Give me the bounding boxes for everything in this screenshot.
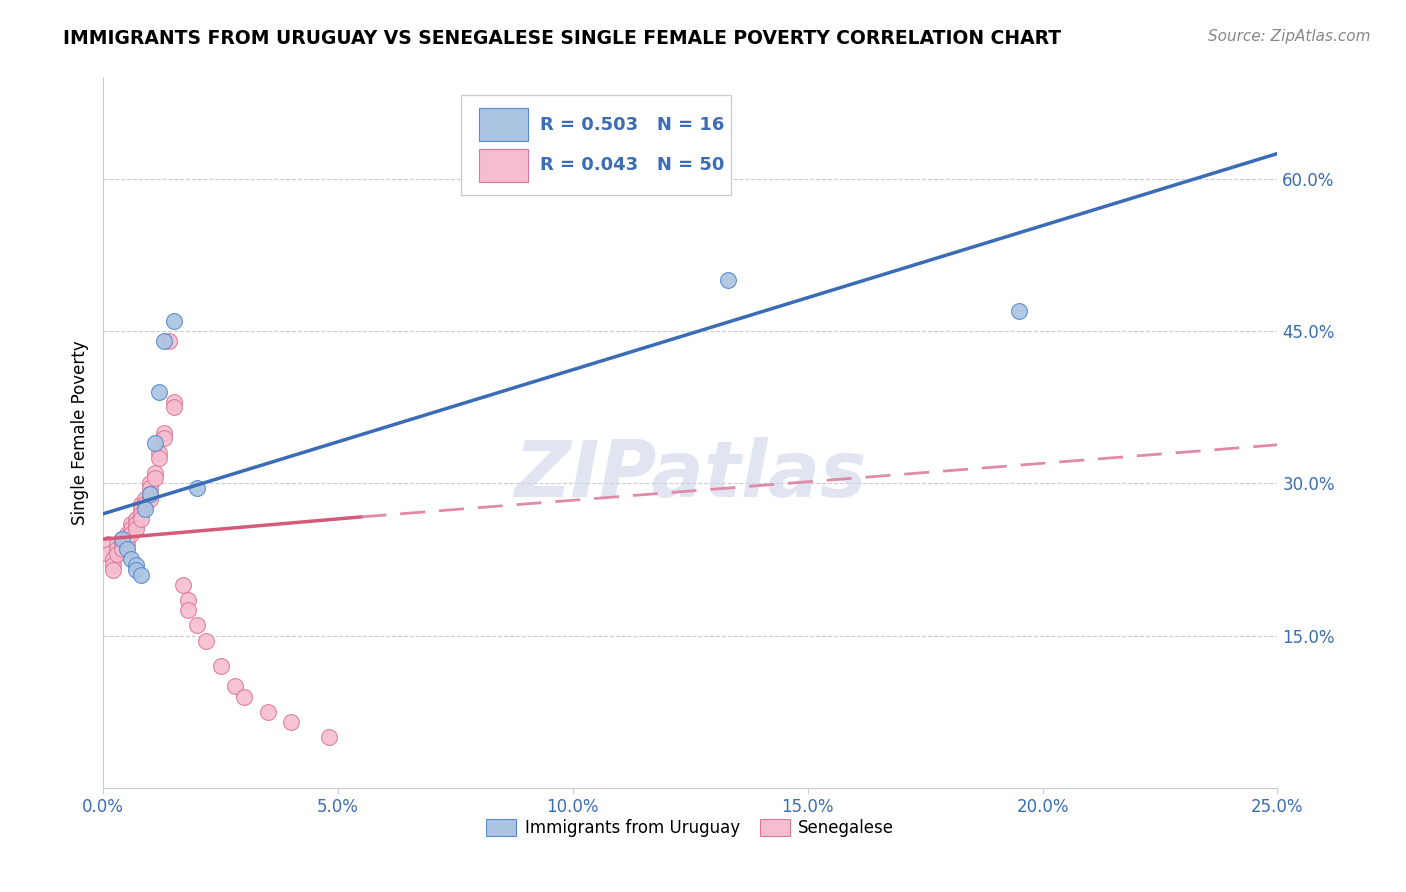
FancyBboxPatch shape <box>479 108 529 141</box>
Legend: Immigrants from Uruguay, Senegalese: Immigrants from Uruguay, Senegalese <box>479 812 901 844</box>
Point <box>115 527 138 541</box>
Point <box>111 542 134 557</box>
Point <box>120 527 142 541</box>
Point <box>111 537 134 551</box>
Point <box>256 705 278 719</box>
Point <box>139 491 162 506</box>
Point <box>125 516 148 531</box>
Point <box>105 537 128 551</box>
Point <box>162 314 184 328</box>
Point <box>148 446 170 460</box>
Point <box>111 532 134 546</box>
Point <box>129 512 152 526</box>
Point <box>120 516 142 531</box>
Point <box>115 532 138 546</box>
Point <box>162 401 184 415</box>
Point <box>172 578 194 592</box>
Point <box>176 593 198 607</box>
Point <box>129 501 152 516</box>
Point <box>129 567 152 582</box>
Point <box>139 476 162 491</box>
Text: Source: ZipAtlas.com: Source: ZipAtlas.com <box>1208 29 1371 45</box>
Point <box>139 486 162 500</box>
Point <box>195 633 218 648</box>
Point <box>105 542 128 557</box>
Point <box>233 690 256 704</box>
Point <box>129 497 152 511</box>
Point <box>134 497 156 511</box>
FancyBboxPatch shape <box>461 95 731 194</box>
Point <box>209 659 232 673</box>
Point <box>125 522 148 536</box>
Y-axis label: Single Female Poverty: Single Female Poverty <box>72 341 89 525</box>
Point <box>153 334 176 349</box>
Point <box>120 552 142 566</box>
Point <box>115 542 138 557</box>
Point <box>134 501 156 516</box>
Point <box>143 467 166 481</box>
Point <box>143 471 166 485</box>
Point <box>162 395 184 409</box>
Point <box>153 431 176 445</box>
Point <box>148 385 170 400</box>
Point <box>97 537 120 551</box>
Point <box>186 618 208 632</box>
Text: IMMIGRANTS FROM URUGUAY VS SENEGALESE SINGLE FEMALE POVERTY CORRELATION CHART: IMMIGRANTS FROM URUGUAY VS SENEGALESE SI… <box>63 29 1062 48</box>
Text: R = 0.503   N = 16: R = 0.503 N = 16 <box>540 116 724 134</box>
Point <box>148 450 170 465</box>
Text: ZIPatlas: ZIPatlas <box>515 437 866 513</box>
Point <box>224 679 246 693</box>
Point <box>717 273 740 287</box>
Point <box>125 512 148 526</box>
Point <box>139 482 162 496</box>
Point <box>143 435 166 450</box>
Point <box>1008 303 1031 318</box>
Point <box>101 563 124 577</box>
Point <box>101 552 124 566</box>
FancyBboxPatch shape <box>479 149 529 182</box>
Point <box>97 548 120 562</box>
Point <box>186 482 208 496</box>
Point <box>134 491 156 506</box>
Point <box>111 532 134 546</box>
Point <box>129 507 152 521</box>
Point <box>105 548 128 562</box>
Point <box>125 563 148 577</box>
Point <box>153 425 176 440</box>
Point <box>139 486 162 500</box>
Point <box>176 603 198 617</box>
Point <box>318 730 340 744</box>
Point <box>529 152 551 166</box>
Point <box>125 558 148 572</box>
Point <box>157 334 180 349</box>
Point <box>120 522 142 536</box>
Text: R = 0.043   N = 50: R = 0.043 N = 50 <box>540 156 724 174</box>
Point <box>280 714 302 729</box>
Point <box>101 558 124 572</box>
Point <box>115 537 138 551</box>
